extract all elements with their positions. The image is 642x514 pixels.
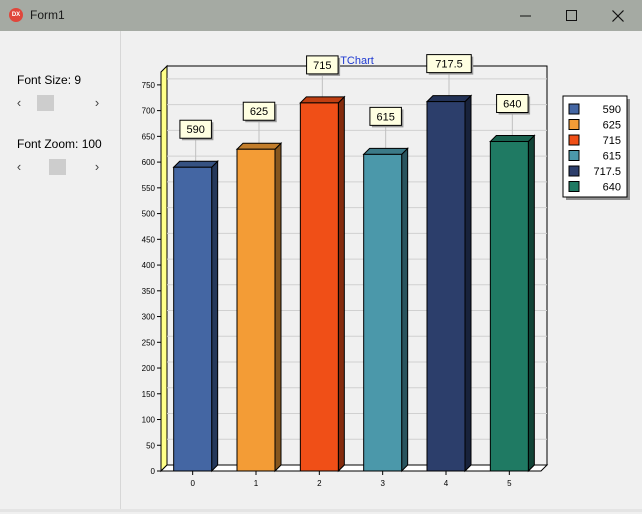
data-label-box — [242, 101, 276, 121]
bar-side — [337, 95, 345, 473]
minimize-icon — [520, 15, 531, 17]
bar-side — [211, 160, 219, 473]
bar — [426, 101, 466, 472]
x-tick-label: 5 — [507, 479, 512, 488]
legend-swatch — [568, 181, 580, 192]
legend-swatch — [568, 119, 580, 130]
scroll-thumb[interactable] — [49, 159, 66, 175]
legend-swatch — [568, 134, 580, 146]
data-label-box — [179, 119, 212, 139]
legend-swatch — [568, 103, 580, 115]
bar — [363, 153, 403, 472]
y-tick-label: 150 — [142, 390, 156, 399]
bar-top — [425, 95, 473, 103]
bar-side — [464, 94, 472, 473]
title-bar: DX Form1 — [0, 0, 642, 31]
y-tick-label: 350 — [142, 287, 156, 296]
bar-top — [362, 147, 409, 155]
minimize-button[interactable] — [503, 0, 549, 31]
data-label: 715 — [313, 60, 331, 72]
legend-swatch — [568, 150, 580, 161]
y-tick-label: 600 — [142, 158, 156, 167]
y-tick-label: 0 — [151, 467, 156, 476]
chart-left-wall — [160, 64, 168, 473]
chart-title: TChart — [340, 55, 374, 67]
data-label: 590 — [186, 124, 204, 136]
y-tick-label: 50 — [146, 441, 155, 450]
legend-entry: 625 — [603, 120, 621, 132]
font-size-label: Font Size: 9 — [17, 73, 82, 87]
y-tick-label: 300 — [142, 313, 156, 322]
legend-entry: 615 — [603, 151, 621, 163]
font-zoom-scrollbar[interactable]: ‹ › — [12, 158, 104, 176]
chart-back-wall — [166, 65, 548, 466]
y-tick-label: 400 — [142, 261, 156, 270]
y-tick-label: 700 — [142, 107, 156, 116]
bar-side — [527, 134, 535, 473]
window-title: Form1 — [30, 8, 65, 22]
data-label-box — [306, 55, 339, 75]
chart-floor — [159, 464, 549, 472]
x-tick-label: 1 — [254, 479, 259, 488]
scroll-left-icon[interactable]: ‹ — [16, 95, 22, 110]
scroll-thumb[interactable] — [37, 95, 54, 111]
y-tick-label: 250 — [142, 338, 156, 347]
x-tick-label: 2 — [317, 479, 322, 488]
data-label: 640 — [503, 99, 521, 111]
data-label: 615 — [376, 111, 394, 123]
app-icon: DX — [9, 8, 23, 22]
y-tick-label: 450 — [142, 235, 156, 244]
data-label: 717.5 — [435, 59, 463, 71]
bar-top — [235, 142, 283, 150]
bar — [299, 102, 339, 472]
legend-entry: 717.5 — [593, 166, 621, 178]
font-size-scrollbar[interactable]: ‹ › — [12, 94, 104, 112]
y-tick-label: 100 — [142, 416, 156, 425]
x-tick-label: 3 — [380, 479, 385, 488]
legend-entry: 590 — [603, 104, 621, 116]
y-tick-label: 550 — [142, 184, 156, 193]
data-label-box — [496, 94, 529, 114]
bar-top — [489, 135, 536, 143]
bar-side — [274, 142, 282, 473]
bar — [236, 148, 276, 472]
window-bottom-edge — [0, 509, 642, 512]
legend-entry: 640 — [603, 182, 621, 194]
x-tick-label: 4 — [444, 479, 449, 488]
chart-panel: TChart 0 50 100 150 200 250 300 350 400 450 500 550 6… — [121, 31, 642, 509]
bar-chart: TChart0501001502002503003504004505005506… — [142, 54, 630, 488]
bar-side — [401, 147, 409, 473]
y-tick-label: 200 — [142, 364, 156, 373]
bar-top — [299, 96, 346, 104]
maximize-button[interactable] — [549, 0, 595, 31]
y-tick-label: 500 — [142, 210, 156, 219]
x-tick-label: 0 — [190, 479, 195, 488]
control-panel: Font Size: 9 ‹ › Font Zoom: 100 ‹ › — [0, 31, 121, 509]
bar-top — [172, 160, 219, 168]
legend-entry: 715 — [603, 135, 621, 147]
close-icon — [612, 10, 624, 22]
data-label-box — [369, 106, 402, 126]
scroll-left-icon[interactable]: ‹ — [16, 159, 22, 174]
close-button[interactable] — [595, 0, 641, 31]
data-label: 625 — [250, 106, 268, 118]
font-zoom-label: Font Zoom: 100 — [17, 137, 102, 151]
legend-swatch — [568, 165, 580, 177]
maximize-icon — [566, 10, 577, 21]
data-label-box — [426, 54, 472, 74]
bar — [489, 141, 529, 472]
bar — [173, 166, 213, 472]
scroll-right-icon[interactable]: › — [94, 95, 100, 110]
y-tick-label: 750 — [142, 81, 156, 90]
scroll-right-icon[interactable]: › — [94, 159, 100, 174]
y-tick-label: 650 — [142, 132, 156, 141]
